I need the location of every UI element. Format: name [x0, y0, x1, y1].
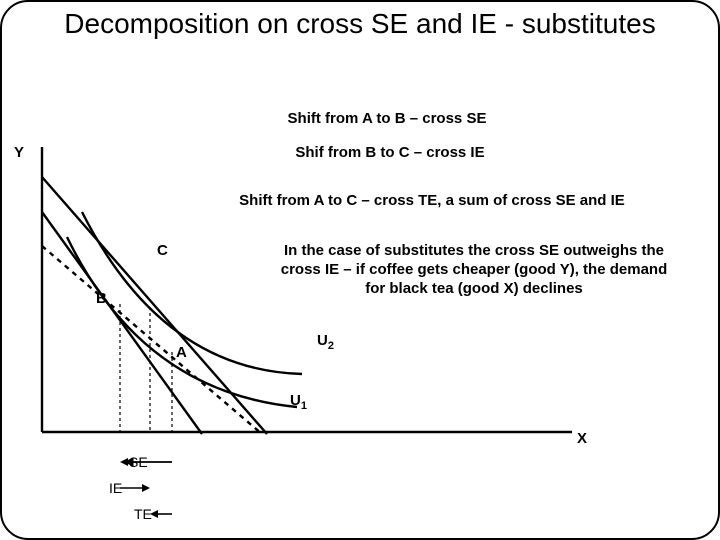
diagram-svg: [2, 2, 720, 540]
indiff-curve-u1: [67, 237, 297, 407]
ie-arrow-group: [120, 484, 150, 492]
budget-line-1: [42, 212, 202, 434]
budget-line-2: [42, 177, 267, 434]
budget-line-comp: [42, 246, 262, 434]
se-arrow-group: [120, 458, 172, 466]
slide-frame: Decomposition on cross SE and IE - subst…: [0, 0, 720, 540]
te-arrow-group: [150, 510, 172, 518]
